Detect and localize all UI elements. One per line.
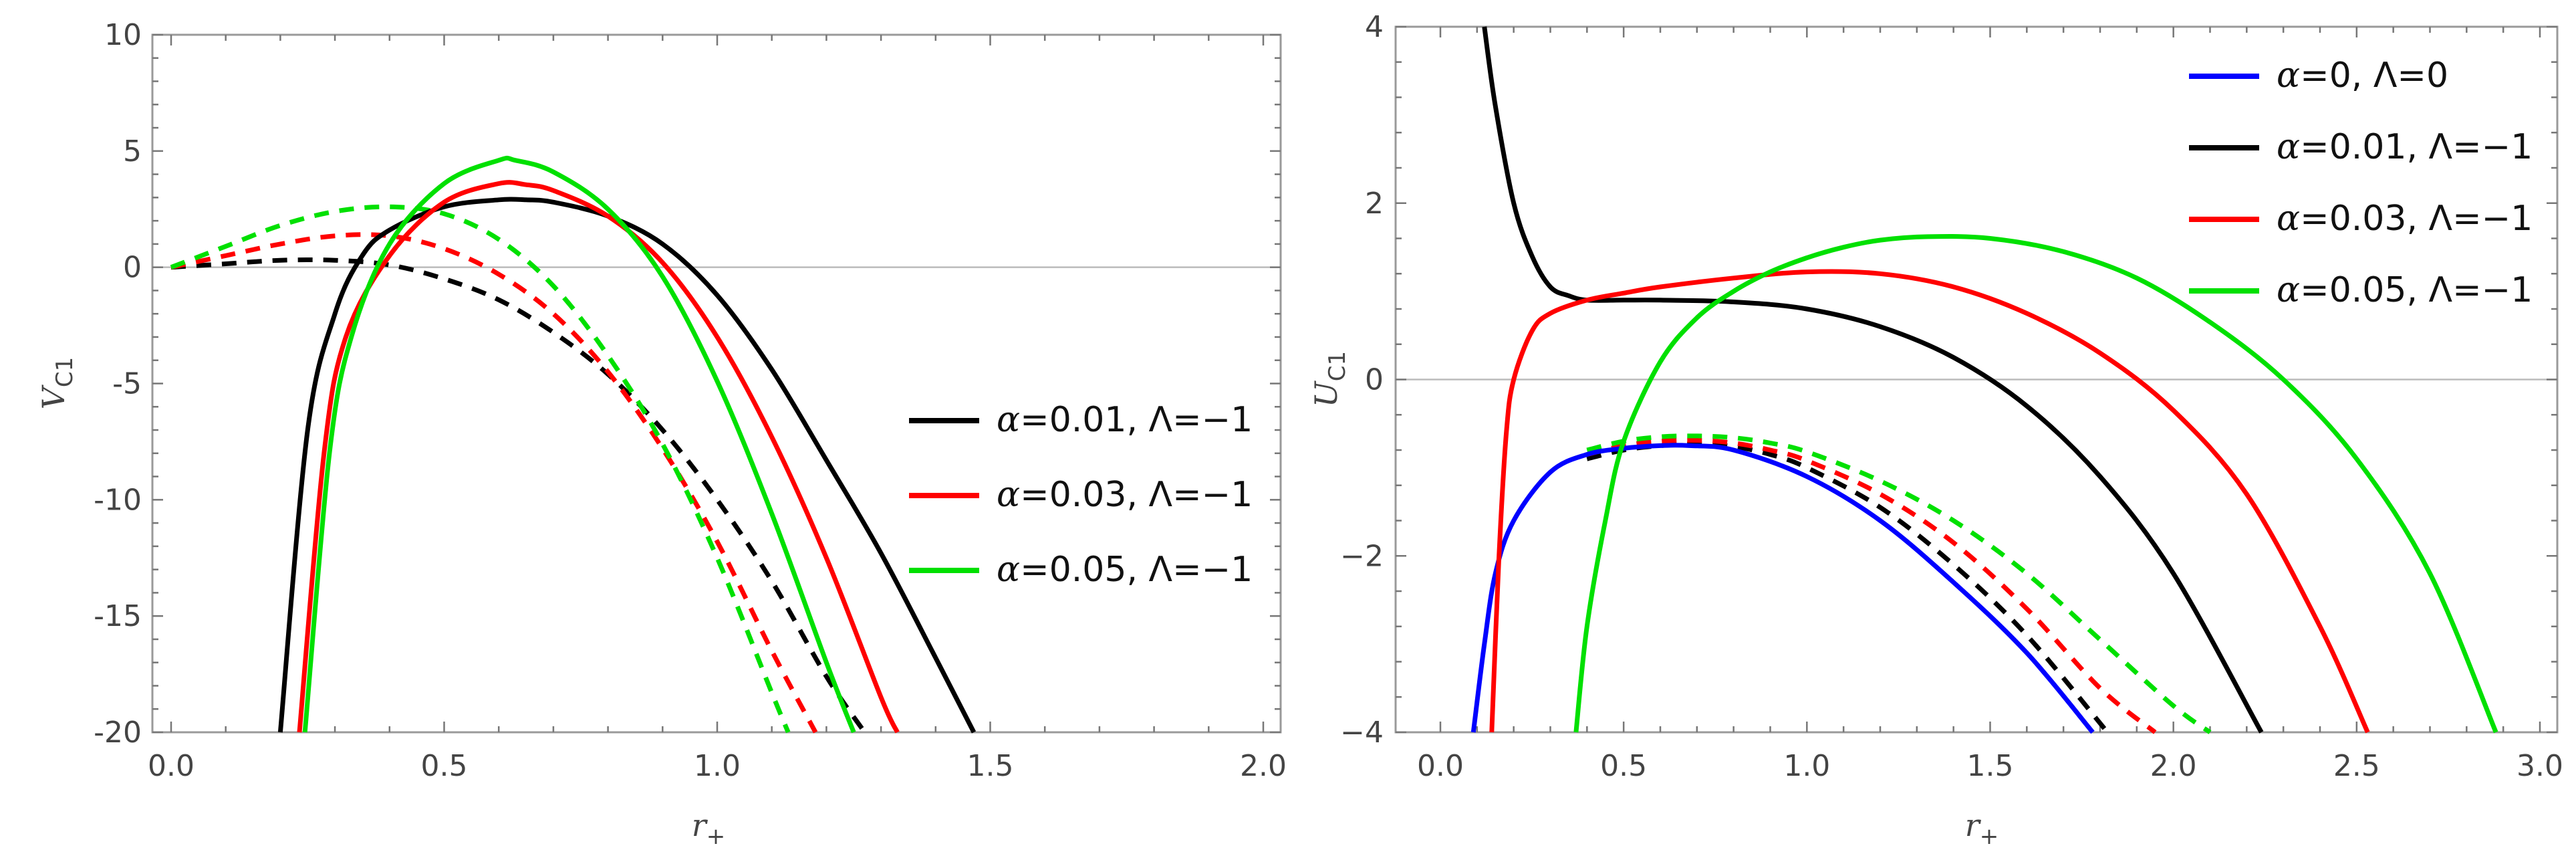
left-legend-label: α=0.05, Λ=−1 xyxy=(997,550,1253,590)
left-series xyxy=(170,155,977,734)
right-y-axis-label: UC1 xyxy=(1308,351,1351,407)
right-chart: 0.0 0.5 1.0 1.5 2.0 2.5 3.0 4 2 0 −2 −4 r+ UC1 α=0,… xyxy=(1308,10,2563,850)
right-legend: α=0, Λ=0 α=0.01, Λ=−1 α=0.03, Λ=−1 α=0.05, … xyxy=(2189,56,2533,310)
left-series-solid-1 xyxy=(297,180,900,734)
right-x-axis-label: r+ xyxy=(1965,807,1999,850)
left-chart: 0.0 0.5 1.0 1.5 2.0 10 5 0 -5 -10 -15 -20 r+ VC1 α=… xyxy=(35,18,1287,850)
left-y-axis-label: VC1 xyxy=(35,357,78,410)
left-x-tick-label: 1.5 xyxy=(967,749,1014,783)
left-ticks: 0.0 0.5 1.0 1.5 2.0 10 5 0 -5 -10 -15 -20 xyxy=(94,18,1287,783)
left-x-tick-label: 1.0 xyxy=(694,749,741,783)
right-x-tick-label: 0.5 xyxy=(1600,749,1647,783)
right-y-tick-label: 2 xyxy=(1365,187,1384,221)
right-x-tick-label: 3.0 xyxy=(2517,749,2563,783)
right-y-tick-label: 4 xyxy=(1365,10,1384,44)
left-y-tick-label: -10 xyxy=(94,483,142,517)
left-series-solid-2 xyxy=(302,155,856,734)
right-x-tick-label: 1.0 xyxy=(1783,749,1830,783)
right-series-solid-3 xyxy=(1573,234,2498,734)
right-series-dashed-6 xyxy=(1586,433,2212,734)
right-x-tick-label: 0.0 xyxy=(1417,749,1464,783)
left-x-tick-label: 2.0 xyxy=(1240,749,1287,783)
left-y-tick-label: 0 xyxy=(123,251,142,285)
right-x-tick-label: 2.0 xyxy=(2150,749,2197,783)
right-y-tick-label: −4 xyxy=(1340,716,1384,750)
left-x-tick-label: 0.5 xyxy=(421,749,468,783)
left-legend-label: α=0.03, Λ=−1 xyxy=(997,475,1253,515)
right-series-solid-0 xyxy=(1470,443,2095,734)
left-series-dashed-4 xyxy=(170,232,818,734)
left-y-tick-label: -15 xyxy=(94,599,142,633)
right-x-tick-label: 2.5 xyxy=(2333,749,2380,783)
left-y-tick-label: -20 xyxy=(94,716,142,750)
left-y-tick-label: 5 xyxy=(123,134,142,169)
right-y-tick-label: 0 xyxy=(1365,363,1384,397)
right-legend-label: α=0.03, Λ=−1 xyxy=(2277,199,2533,239)
left-legend: α=0.01, Λ=−1 α=0.03, Λ=−1 α=0.05, Λ=−1 xyxy=(909,400,1253,590)
right-legend-label: α=0, Λ=0 xyxy=(2277,56,2448,96)
left-x-tick-label: 0.0 xyxy=(148,749,195,783)
right-series-solid-2 xyxy=(1489,269,2370,734)
left-y-tick-label: -5 xyxy=(112,367,142,401)
right-series-dashed-5 xyxy=(1586,437,2157,734)
left-legend-label: α=0.01, Λ=−1 xyxy=(997,400,1253,440)
right-y-tick-label: −2 xyxy=(1340,539,1384,573)
right-series xyxy=(1470,26,2498,734)
right-series-dashed-4 xyxy=(1586,441,2109,734)
right-x-tick-label: 1.5 xyxy=(1967,749,2014,783)
left-series-solid-0 xyxy=(277,197,977,734)
left-x-axis-label: r+ xyxy=(692,807,726,850)
right-series-solid-1 xyxy=(1482,26,2264,734)
left-y-tick-label: 10 xyxy=(104,18,142,52)
right-legend-label: α=0.01, Λ=−1 xyxy=(2277,127,2533,167)
right-ticks: 0.0 0.5 1.0 1.5 2.0 2.5 3.0 4 2 0 −2 −4 xyxy=(1340,10,2563,783)
right-legend-label: α=0.05, Λ=−1 xyxy=(2277,270,2533,310)
